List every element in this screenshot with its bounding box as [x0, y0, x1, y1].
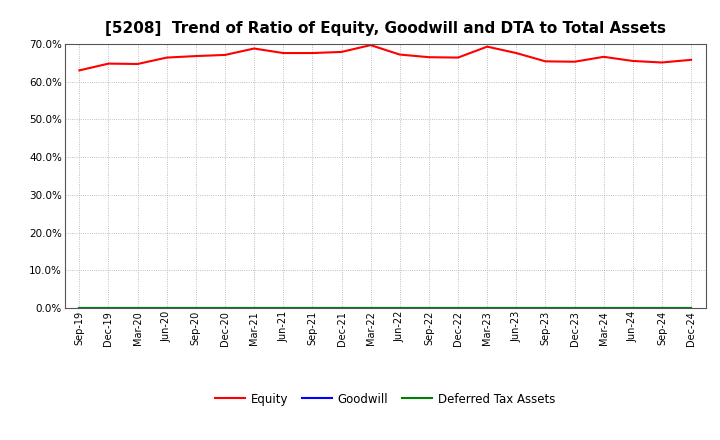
Deferred Tax Assets	[308, 305, 317, 311]
Goodwill	[512, 305, 521, 311]
Equity	[104, 61, 113, 66]
Equity	[425, 55, 433, 60]
Line: Equity: Equity	[79, 45, 691, 70]
Title: [5208]  Trend of Ratio of Equity, Goodwill and DTA to Total Assets: [5208] Trend of Ratio of Equity, Goodwil…	[104, 21, 666, 36]
Deferred Tax Assets	[192, 305, 200, 311]
Equity	[163, 55, 171, 60]
Deferred Tax Assets	[250, 305, 258, 311]
Deferred Tax Assets	[687, 305, 696, 311]
Equity	[308, 51, 317, 56]
Deferred Tax Assets	[75, 305, 84, 311]
Goodwill	[570, 305, 579, 311]
Equity	[687, 57, 696, 62]
Equity	[629, 59, 637, 64]
Goodwill	[541, 305, 550, 311]
Deferred Tax Assets	[599, 305, 608, 311]
Deferred Tax Assets	[220, 305, 229, 311]
Legend: Equity, Goodwill, Deferred Tax Assets: Equity, Goodwill, Deferred Tax Assets	[210, 388, 560, 410]
Equity	[220, 52, 229, 58]
Deferred Tax Assets	[104, 305, 113, 311]
Deferred Tax Assets	[570, 305, 579, 311]
Goodwill	[366, 305, 375, 311]
Goodwill	[337, 305, 346, 311]
Equity	[395, 52, 404, 57]
Deferred Tax Assets	[512, 305, 521, 311]
Equity	[250, 46, 258, 51]
Equity	[599, 54, 608, 59]
Equity	[570, 59, 579, 64]
Deferred Tax Assets	[483, 305, 492, 311]
Deferred Tax Assets	[366, 305, 375, 311]
Equity	[454, 55, 462, 60]
Equity	[366, 43, 375, 48]
Goodwill	[133, 305, 142, 311]
Goodwill	[75, 305, 84, 311]
Goodwill	[483, 305, 492, 311]
Goodwill	[104, 305, 113, 311]
Goodwill	[192, 305, 200, 311]
Goodwill	[454, 305, 462, 311]
Deferred Tax Assets	[279, 305, 287, 311]
Deferred Tax Assets	[163, 305, 171, 311]
Equity	[192, 53, 200, 59]
Deferred Tax Assets	[454, 305, 462, 311]
Equity	[657, 60, 666, 65]
Deferred Tax Assets	[541, 305, 550, 311]
Equity	[133, 61, 142, 66]
Equity	[483, 44, 492, 49]
Deferred Tax Assets	[395, 305, 404, 311]
Equity	[512, 51, 521, 56]
Goodwill	[629, 305, 637, 311]
Goodwill	[163, 305, 171, 311]
Goodwill	[220, 305, 229, 311]
Equity	[337, 49, 346, 55]
Goodwill	[425, 305, 433, 311]
Deferred Tax Assets	[425, 305, 433, 311]
Equity	[75, 68, 84, 73]
Goodwill	[657, 305, 666, 311]
Equity	[541, 59, 550, 64]
Goodwill	[395, 305, 404, 311]
Deferred Tax Assets	[133, 305, 142, 311]
Goodwill	[308, 305, 317, 311]
Deferred Tax Assets	[337, 305, 346, 311]
Goodwill	[250, 305, 258, 311]
Equity	[279, 51, 287, 56]
Deferred Tax Assets	[657, 305, 666, 311]
Goodwill	[687, 305, 696, 311]
Deferred Tax Assets	[629, 305, 637, 311]
Goodwill	[599, 305, 608, 311]
Goodwill	[279, 305, 287, 311]
